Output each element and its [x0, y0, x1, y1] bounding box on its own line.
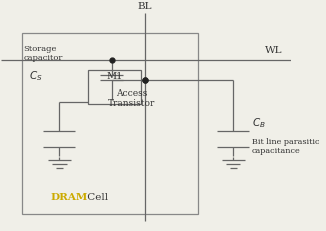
Text: Access
Transistor: Access Transistor: [108, 88, 156, 108]
Text: WL: WL: [265, 46, 283, 55]
Text: M1: M1: [106, 71, 123, 80]
Text: BL: BL: [138, 2, 152, 11]
Text: Cell: Cell: [84, 192, 108, 201]
Text: $C_S$: $C_S$: [29, 69, 42, 83]
Text: Bit line parasitic
capacitance: Bit line parasitic capacitance: [252, 137, 319, 155]
Text: DRAM: DRAM: [51, 192, 88, 201]
Text: Storage
capacitor: Storage capacitor: [23, 45, 63, 62]
Bar: [22, 33, 199, 214]
Bar: [88, 70, 141, 105]
Text: $C_B$: $C_B$: [252, 116, 266, 130]
